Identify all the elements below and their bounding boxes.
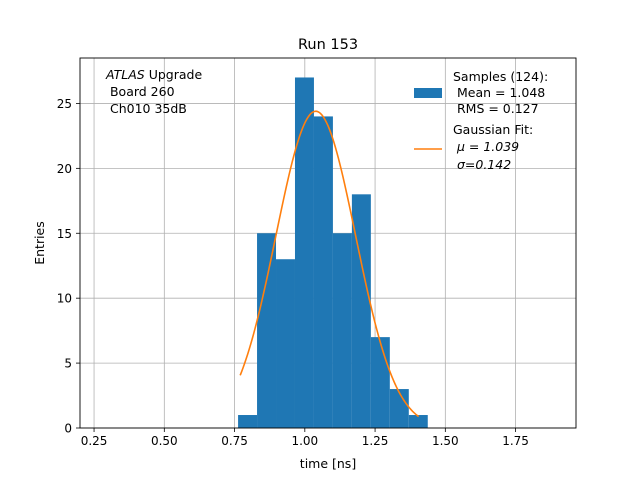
y-axis-label: Entries (32, 221, 47, 265)
x-tick-label-0: 0.25 (81, 434, 108, 448)
y-tick-label-2: 10 (57, 292, 72, 306)
annotation-atlas: ATLAS (105, 67, 145, 82)
histogram-bar-0 (238, 415, 258, 428)
x-tick-label-1: 0.50 (151, 434, 178, 448)
histogram-bar-7 (370, 337, 390, 428)
annotation-line-1: ATLAS Upgrade (105, 67, 202, 82)
histogram-bar-8 (389, 389, 409, 428)
histogram-bar-1 (257, 233, 277, 428)
histogram-bar-9 (408, 415, 428, 428)
y-tick-label-1: 5 (64, 357, 72, 371)
plot-frame (79, 57, 577, 429)
x-tick-label-2: 0.75 (221, 434, 248, 448)
histogram-bar-5 (332, 233, 352, 428)
histogram-bar-2 (276, 259, 295, 428)
legend-samples-label: Samples (124): (453, 69, 548, 84)
histogram-bars (238, 77, 428, 428)
legend-fit-mu: μ = 1.039 (453, 139, 519, 154)
annotation-board: Board 260 (106, 84, 175, 99)
x-axis-label: time [ns] (300, 456, 356, 471)
gaussian-fit-curve (239, 110, 420, 418)
legend-samples-mean: Mean = 1.048 (453, 85, 545, 100)
legend-fit-label: Gaussian Fit: (453, 122, 533, 137)
legend: Samples (124): Mean = 1.048 RMS = 0.127 … (414, 69, 548, 172)
chart-title: Run 153 (298, 37, 358, 53)
y-tick-label-4: 20 (57, 162, 72, 176)
x-tick-label-5: 1.50 (432, 434, 459, 448)
annotation-channel: Ch010 35dB (106, 101, 187, 116)
x-tick-label-6: 1.75 (502, 434, 529, 448)
histogram-bar-4 (313, 116, 333, 428)
y-tick-label-0: 0 (64, 422, 72, 436)
x-tick-label-3: 1.00 (291, 434, 318, 448)
legend-samples-patch (414, 88, 442, 98)
annotation-box: ATLAS Upgrade Board 260 Ch010 35dB (105, 67, 202, 116)
histogram-bar-6 (351, 194, 371, 428)
gaussian-fit (239, 110, 420, 418)
y-tick-label-5: 25 (57, 97, 72, 111)
axis-ticks: 0.25 0.50 0.75 1.00 1.25 1.50 1.75 0 5 10 15 20 25 (57, 97, 529, 448)
y-tick-label-3: 15 (57, 227, 72, 241)
annotation-upgrade: Upgrade (145, 67, 203, 82)
histogram-bar-3 (294, 77, 314, 428)
legend-samples-rms: RMS = 0.127 (453, 101, 539, 116)
legend-fit-sigma: σ=0.142 (453, 157, 511, 172)
x-tick-label-4: 1.25 (362, 434, 389, 448)
